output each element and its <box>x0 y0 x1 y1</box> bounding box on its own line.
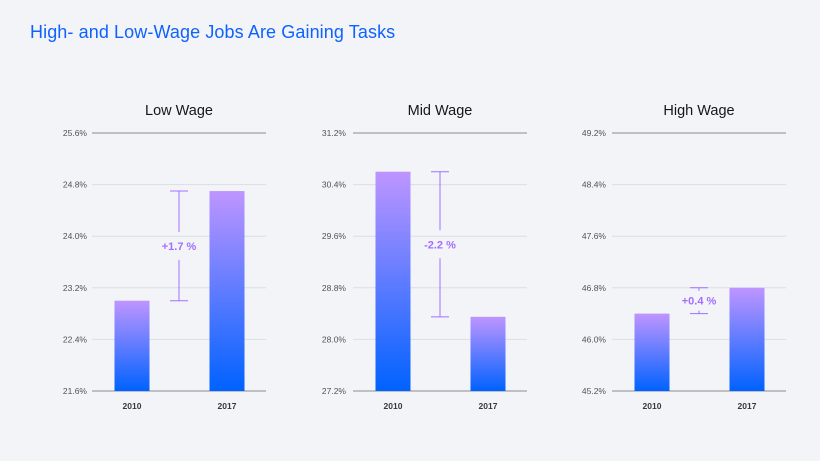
panel-title: High Wage <box>663 103 734 119</box>
bar-2017 <box>209 191 245 391</box>
panel-mid-wage: Mid Wage 27.2% 28.0% 28.8% 29.6% 30.4% 31.2% 20… <box>322 103 527 411</box>
bar-2017 <box>729 287 765 391</box>
bar-2010 <box>634 313 670 391</box>
y-tick-label: 24.8% <box>63 180 88 190</box>
chart-title: High- and Low-Wage Jobs Are Gaining Task… <box>30 22 396 42</box>
x-tick-label: 2010 <box>123 401 142 411</box>
y-tick-label: 27.2% <box>322 386 347 396</box>
change-annotation: +0.4 % <box>682 296 717 308</box>
panel-title: Mid Wage <box>408 103 473 119</box>
x-tick-label: 2017 <box>738 401 757 411</box>
bar-2010 <box>114 300 150 391</box>
y-tick-label: 29.6% <box>322 231 347 241</box>
y-tick-label: 28.8% <box>322 283 347 293</box>
bar-2017 <box>470 316 506 391</box>
y-tick-label: 23.2% <box>63 283 88 293</box>
y-tick-label: 45.2% <box>582 386 607 396</box>
y-tick-label: 46.8% <box>582 283 607 293</box>
y-tick-label: 21.6% <box>63 386 88 396</box>
y-tick-label: 49.2% <box>582 128 607 138</box>
y-tick-label: 22.4% <box>63 334 88 344</box>
y-tick-label: 46.0% <box>582 334 607 344</box>
bar-2010 <box>375 171 411 391</box>
y-tick-label: 31.2% <box>322 128 347 138</box>
x-tick-label: 2010 <box>384 401 403 411</box>
x-tick-label: 2017 <box>479 401 498 411</box>
change-annotation: -2.2 % <box>424 239 456 251</box>
y-tick-label: 30.4% <box>322 180 347 190</box>
x-tick-label: 2010 <box>643 401 662 411</box>
y-tick-label: 25.6% <box>63 128 88 138</box>
y-tick-label: 28.0% <box>322 334 347 344</box>
panel-title: Low Wage <box>145 103 213 119</box>
change-annotation: +1.7 % <box>162 241 197 253</box>
y-tick-label: 48.4% <box>582 180 607 190</box>
panel-low-wage: Low Wage 21.6% 22.4% 23.2% 24.0% 24.8% 25.6% 20… <box>63 103 266 411</box>
y-tick-label: 47.6% <box>582 231 607 241</box>
panel-high-wage: High Wage 45.2% 46.0% 46.8% 47.6% 48.4% 49.2% 2… <box>582 103 786 411</box>
x-tick-label: 2017 <box>218 401 237 411</box>
y-tick-label: 24.0% <box>63 231 88 241</box>
